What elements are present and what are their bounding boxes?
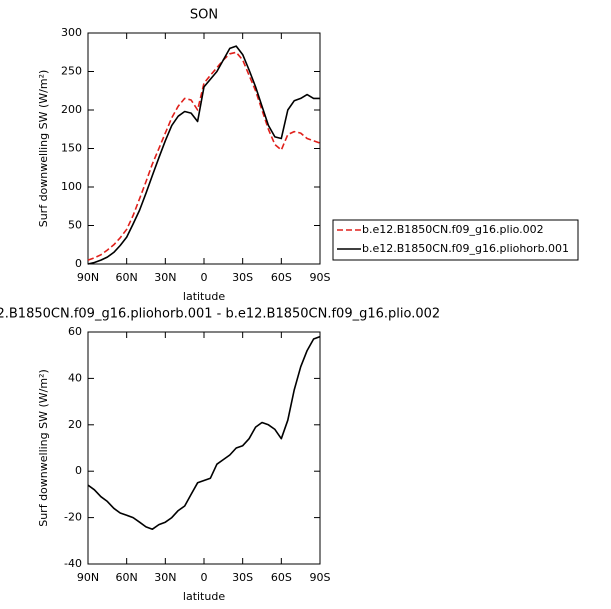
x-tick-label: 90N [77, 571, 99, 584]
series-line [87, 45, 320, 265]
x-tick-label: 90S [310, 571, 331, 584]
chart-title: SON [190, 8, 218, 23]
y-axis-label: Surf downwelling SW (W/m²) [37, 70, 50, 228]
x-tick-label: 90S [310, 271, 331, 284]
y-tick-label: 300 [61, 26, 82, 39]
x-tick-label: 30N [154, 571, 176, 584]
y-tick-label: 0 [75, 257, 82, 270]
legend-label: b.e12.B1850CN.f09_g16.plio.002 [362, 223, 544, 236]
x-axis-label: latitude [183, 290, 225, 303]
x-tick-label: 30S [232, 571, 253, 584]
x-tick-label: 0 [201, 571, 208, 584]
legend-label: b.e12.B1850CN.f09_g16.pliohorb.001 [362, 242, 569, 255]
legend-box [332, 219, 579, 261]
plot-frame [87, 331, 321, 565]
series-line [87, 51, 321, 261]
x-tick-label: 60N [116, 571, 138, 584]
x-tick-label: 60N [116, 271, 138, 284]
y-tick-label: 50 [68, 219, 82, 232]
y-tick-label: 60 [68, 325, 82, 338]
x-tick-label: 30N [154, 271, 176, 284]
y-tick-label: 0 [75, 464, 82, 477]
x-axis-label: latitude [183, 590, 225, 603]
series-line [87, 335, 321, 530]
y-tick-label: 20 [68, 418, 82, 431]
y-tick-label: 150 [61, 142, 82, 155]
y-tick-label: -40 [64, 557, 82, 570]
y-tick-label: 200 [61, 103, 82, 116]
y-tick-label: 250 [61, 65, 82, 78]
x-tick-label: 90N [77, 271, 99, 284]
y-tick-label: 40 [68, 371, 82, 384]
x-tick-label: 60S [271, 271, 292, 284]
x-tick-label: 0 [201, 271, 208, 284]
y-tick-label: -20 [64, 511, 82, 524]
y-tick-label: 100 [61, 180, 82, 193]
x-tick-label: 30S [232, 271, 253, 284]
plot-frame [87, 32, 321, 265]
y-axis-label: Surf downwelling SW (W/m²) [37, 369, 50, 527]
x-tick-label: 60S [271, 571, 292, 584]
chart-title: b.e12.B1850CN.f09_g16.pliohorb.001 - b.e… [0, 307, 440, 322]
